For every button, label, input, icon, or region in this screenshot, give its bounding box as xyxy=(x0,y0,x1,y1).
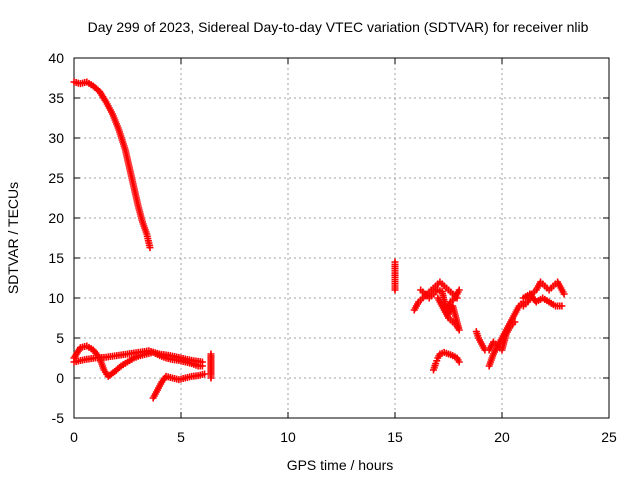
axis-ticks: 0 5 10 15 20 25 -5 0 5 10 15 20 25 30 35 40 xyxy=(48,50,617,445)
data-point xyxy=(440,304,448,312)
y-tick-label: 5 xyxy=(56,330,64,346)
series-arc-15 xyxy=(519,290,566,310)
data-point xyxy=(455,286,463,294)
data-point xyxy=(511,318,519,326)
data-point xyxy=(558,302,566,310)
series-arc-4 xyxy=(149,370,209,402)
y-tick-label: 20 xyxy=(48,210,64,226)
y-tick-label: -5 xyxy=(52,410,65,426)
data-point xyxy=(391,286,399,294)
data-point xyxy=(198,358,206,366)
series-arc-10 xyxy=(430,348,463,374)
y-tick-label: 35 xyxy=(48,90,64,106)
y-tick-label: 0 xyxy=(56,370,64,386)
y-axis-label: SDTVAR / TECUs xyxy=(5,182,21,294)
y-tick-label: 30 xyxy=(48,130,64,146)
data-point xyxy=(560,290,568,298)
data-point xyxy=(146,244,154,252)
series-arc-3 xyxy=(70,347,206,366)
plot-frame xyxy=(73,57,610,419)
series-arc-13 xyxy=(485,318,519,354)
grid xyxy=(74,58,609,418)
series-arc-9 xyxy=(434,294,463,334)
series-arc-6 xyxy=(391,258,399,294)
series-arc-5 xyxy=(207,350,215,382)
x-tick-label: 25 xyxy=(601,429,617,445)
data-point xyxy=(455,358,463,366)
y-tick-label: 10 xyxy=(48,290,64,306)
x-tick-label: 20 xyxy=(494,429,510,445)
chart-title: Day 299 of 2023, Sidereal Day-to-day VTE… xyxy=(88,19,589,35)
x-axis-label: GPS time / hours xyxy=(287,457,394,473)
y-tick-label: 15 xyxy=(48,250,64,266)
x-tick-label: 15 xyxy=(387,429,403,445)
series-arc-14 xyxy=(519,278,568,310)
x-tick-label: 10 xyxy=(280,429,296,445)
series-arc-1 xyxy=(70,78,154,252)
y-tick-label: 25 xyxy=(48,170,64,186)
data-points xyxy=(70,78,568,402)
series-arc-11 xyxy=(472,328,489,354)
x-tick-label: 5 xyxy=(177,429,185,445)
data-point xyxy=(201,370,209,378)
data-point xyxy=(207,370,215,378)
y-tick-label: 40 xyxy=(48,50,64,66)
x-tick-label: 0 xyxy=(70,429,78,445)
